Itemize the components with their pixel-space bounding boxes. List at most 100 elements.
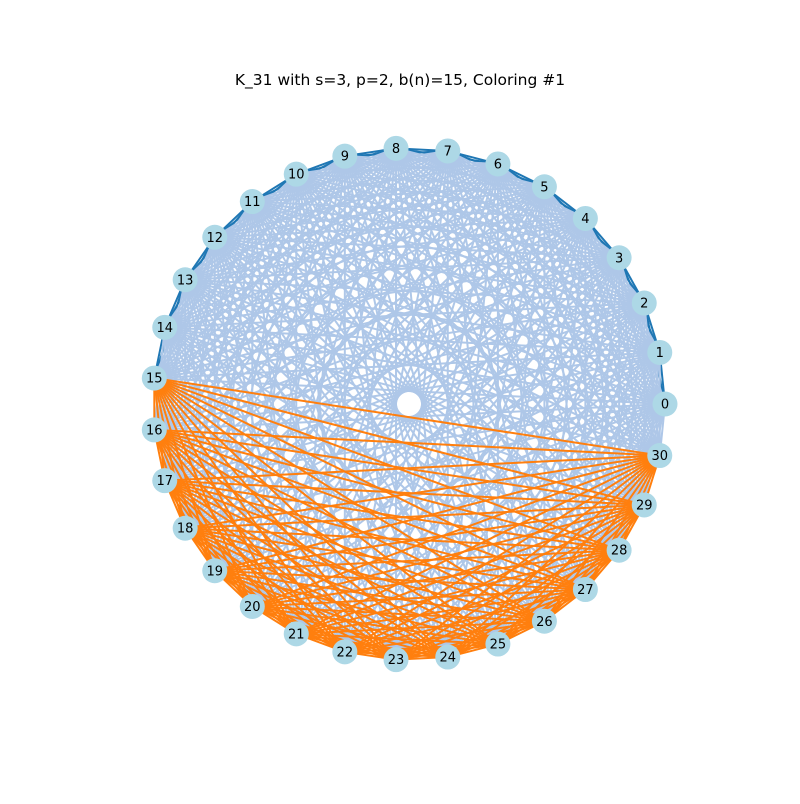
- edge-10-30: [295, 173, 661, 457]
- edge-14-30: [164, 326, 661, 457]
- edge-21-30: [295, 454, 661, 635]
- node-label: 13: [177, 273, 194, 288]
- edge-9-28: [344, 155, 620, 551]
- node-circle: [152, 314, 178, 340]
- node-label: 6: [494, 157, 502, 172]
- figure-title: K_31 with s=3, p=2, b(n)=15, Coloring #1: [234, 71, 566, 89]
- edge-8-18: [184, 147, 397, 529]
- node-label: 20: [244, 600, 261, 615]
- node-circle: [283, 161, 309, 187]
- node-circle: [239, 189, 265, 215]
- edge-3-13: [185, 256, 620, 281]
- edge-11-29: [251, 200, 645, 506]
- edge-18-30: [185, 454, 660, 530]
- edge-18-27: [185, 527, 586, 591]
- edge-6-30: [497, 163, 661, 457]
- edge-22-29: [344, 504, 645, 653]
- edge-12-22: [213, 236, 346, 653]
- node-circle: [152, 468, 178, 494]
- edge-23-29: [395, 504, 645, 661]
- node-circle: [606, 245, 632, 271]
- edge-26-30: [543, 454, 661, 622]
- edge-15-25: [153, 377, 499, 645]
- edge-6-29: [496, 163, 646, 506]
- edge-layer: [153, 147, 666, 661]
- edge-26-29: [543, 504, 646, 622]
- node-circle: [283, 621, 309, 647]
- edge-11-30: [251, 200, 661, 457]
- node-3: 3: [606, 245, 632, 271]
- node-12: 12: [202, 224, 228, 250]
- node-24: 24: [435, 644, 461, 670]
- node-26: 26: [531, 608, 557, 634]
- node-6: 6: [485, 151, 511, 177]
- edge-5-30: [543, 186, 661, 456]
- node-label: 8: [392, 142, 400, 157]
- edge-7-30: [446, 150, 661, 457]
- node-circle: [631, 290, 657, 316]
- node-circle: [383, 135, 409, 161]
- node-label: 25: [490, 638, 507, 653]
- node-circle: [647, 443, 673, 469]
- node-label: 3: [615, 251, 623, 266]
- edge-20-30: [251, 454, 661, 608]
- node-label: 27: [577, 583, 594, 598]
- node-27: 27: [572, 577, 598, 603]
- edge-16-26: [153, 429, 545, 623]
- node-circle: [435, 138, 461, 164]
- node-label: 26: [536, 615, 553, 630]
- edge-22-28: [344, 549, 620, 653]
- node-circle: [141, 365, 167, 391]
- node-label: 23: [388, 653, 405, 668]
- node-label: 19: [206, 564, 223, 579]
- node-29: 29: [631, 492, 657, 518]
- edge-17-27: [164, 479, 586, 591]
- edge-24-30: [447, 454, 661, 658]
- edge-8-30: [395, 147, 661, 457]
- node-22: 22: [332, 639, 358, 665]
- edge-23-30: [395, 454, 661, 661]
- node-label: 10: [288, 168, 305, 183]
- edge-2-23: [395, 302, 646, 661]
- edge-15-30: [154, 377, 660, 457]
- node-circle: [606, 537, 632, 563]
- node-circle: [172, 515, 198, 541]
- edge-9-30: [344, 155, 661, 457]
- edge-9-29: [344, 155, 646, 506]
- node-circle: [485, 631, 511, 657]
- edge-16-30: [154, 428, 660, 457]
- node-circle: [485, 151, 511, 177]
- node-label: 15: [146, 372, 163, 387]
- edge-2-30: [643, 302, 661, 456]
- node-label: 22: [337, 645, 354, 660]
- node-9: 9: [332, 143, 358, 169]
- edge-3-24: [446, 257, 621, 658]
- edge-15-26: [153, 377, 545, 623]
- edge-7-28: [446, 150, 621, 551]
- edge-8-29: [395, 147, 646, 506]
- edge-17-28: [164, 479, 620, 552]
- edge-10-20: [251, 174, 298, 607]
- node-circle: [172, 267, 198, 293]
- edge-9-27: [343, 155, 587, 591]
- node-21: 21: [283, 621, 309, 647]
- edge-13-23: [184, 279, 397, 661]
- node-10: 10: [283, 161, 309, 187]
- edge-5-15: [153, 185, 545, 379]
- node-19: 19: [202, 558, 228, 584]
- node-label: 16: [146, 423, 163, 438]
- node-circle: [202, 558, 228, 584]
- node-13: 13: [172, 267, 198, 293]
- node-circle: [647, 339, 673, 365]
- node-0: 0: [652, 391, 678, 417]
- edge-17-30: [164, 454, 660, 482]
- node-label: 9: [341, 150, 349, 165]
- node-circle: [202, 224, 228, 250]
- edge-14-24: [163, 326, 449, 658]
- edge-17-29: [164, 479, 645, 506]
- node-label: 0: [661, 398, 669, 413]
- node-circle: [435, 644, 461, 670]
- node-circle: [332, 143, 358, 169]
- edge-19-30: [214, 454, 661, 572]
